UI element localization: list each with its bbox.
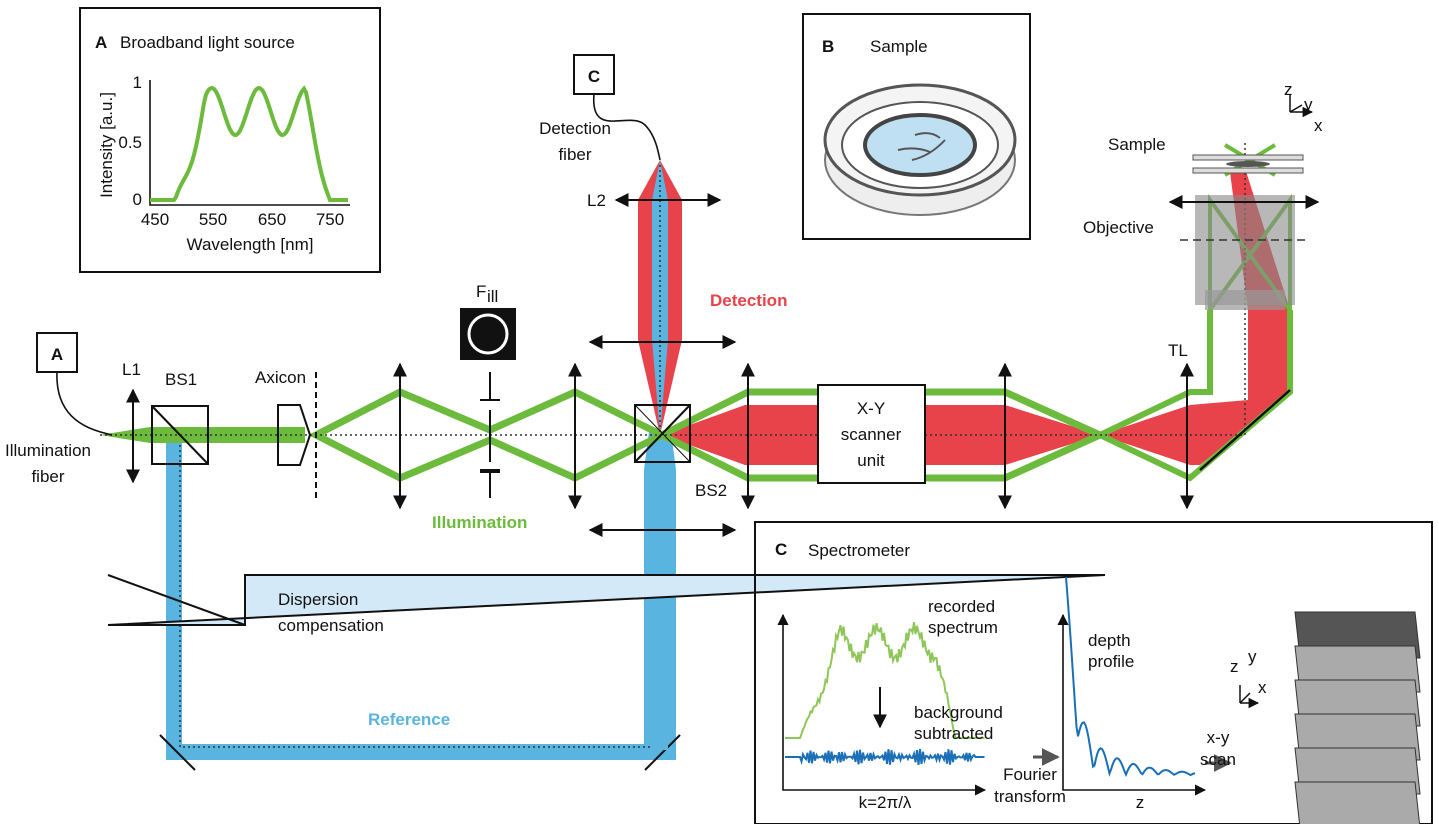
label: Sample	[1108, 135, 1166, 154]
axis-label: x	[1258, 678, 1267, 697]
label: unit	[857, 451, 885, 470]
label: Illumination	[5, 441, 91, 460]
box-label: A	[51, 345, 63, 364]
panel-label: B	[822, 37, 834, 56]
shape	[150, 88, 348, 200]
shape	[1295, 782, 1420, 824]
axis-label: z	[1136, 793, 1145, 812]
axis-label: y	[1248, 647, 1257, 666]
beam-label: Illumination	[432, 513, 527, 532]
axis-label: x	[1314, 116, 1323, 135]
axis-label: y	[1304, 95, 1313, 114]
tick-label: 650	[258, 210, 286, 229]
panel-title: Spectrometer	[808, 541, 910, 560]
tick-label: 0	[133, 190, 142, 209]
panel-title: Sample	[870, 37, 928, 56]
tick-label: 1	[133, 73, 142, 92]
label: L1	[122, 360, 141, 379]
shape	[785, 749, 985, 765]
label: Axicon	[255, 368, 306, 387]
label: Objective	[1083, 218, 1154, 237]
label: X-Y	[857, 399, 885, 418]
annotation: x-y	[1207, 728, 1230, 747]
annotation: spectrum	[928, 618, 998, 637]
annotation: scan	[1200, 750, 1236, 769]
annotation: background	[914, 703, 1003, 722]
shape	[1100, 310, 1290, 465]
label: Dispersion	[278, 590, 358, 609]
beam-label: Reference	[368, 710, 450, 729]
label: L2	[587, 191, 606, 210]
axis-label: z	[1284, 80, 1293, 99]
shape	[1193, 168, 1303, 173]
label: ill	[487, 287, 498, 306]
annotation: depth	[1088, 631, 1131, 650]
annotation: recorded	[928, 597, 995, 616]
shape	[1195, 195, 1295, 305]
optical-setup-diagram: A Broadband light source Intensity [a.u.…	[0, 0, 1438, 824]
shape	[865, 115, 975, 175]
panel-label: C	[775, 540, 787, 559]
label: fiber	[558, 145, 591, 164]
label: BS2	[695, 481, 727, 500]
label: scanner	[841, 425, 902, 444]
label: BS1	[165, 370, 197, 389]
shape	[1295, 612, 1420, 824]
axis-label: Wavelength [nm]	[187, 235, 314, 254]
box-label: C	[588, 67, 600, 86]
tick-label: 0.5	[118, 133, 142, 152]
panel-title: Broadband light source	[120, 33, 295, 52]
label: fiber	[31, 467, 64, 486]
tick-label: 450	[141, 210, 169, 229]
axis-label: k=2π/λ	[859, 793, 912, 812]
detection-beam	[638, 160, 1290, 750]
tick-label: 550	[199, 210, 227, 229]
annotation: transform	[994, 787, 1066, 806]
shape	[1193, 155, 1303, 160]
annotation: Fourier	[1003, 765, 1057, 784]
label: compensation	[278, 616, 384, 635]
label: F	[476, 282, 486, 301]
tick-label: 750	[316, 210, 344, 229]
label: Detection	[539, 119, 611, 138]
panel-c	[755, 522, 1432, 824]
annotation: profile	[1088, 652, 1134, 671]
label: TL	[1168, 341, 1188, 360]
axis-label: Intensity [a.u.]	[97, 92, 116, 198]
annotation: subtracted	[914, 724, 993, 743]
beam-label: Detection	[710, 291, 787, 310]
shape	[57, 372, 112, 435]
shape	[1205, 290, 1285, 310]
axis-label: z	[1230, 657, 1239, 676]
shape	[1226, 161, 1270, 167]
panel-label: A	[95, 33, 107, 52]
shape	[1066, 577, 1195, 775]
shape	[1240, 685, 1258, 703]
